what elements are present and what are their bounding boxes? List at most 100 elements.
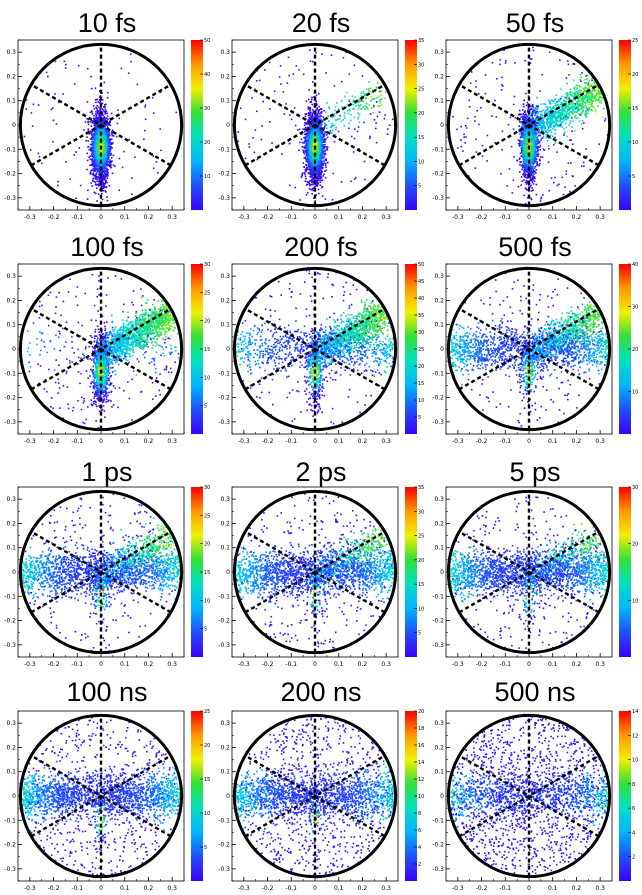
x-tick-label: 0.2 xyxy=(358,661,368,668)
guide-line xyxy=(30,754,172,838)
colorbar-tick-label: 30 xyxy=(418,509,424,515)
colorbar-tick-label: 15 xyxy=(204,777,210,783)
x-tick-label: -0.1 xyxy=(285,885,297,892)
guide-line xyxy=(458,83,600,167)
y-tick-label: -0.2 xyxy=(432,618,444,625)
y-tick-label: 0 xyxy=(12,793,16,800)
panel-1-ps: 1 ps -0.3 -0.2 -0.1 0 0.1 0.2 0.3 0.3 0.2 0.1 0 -0.1… xyxy=(0,447,214,670)
colorbar-tick-label: 5 xyxy=(418,631,421,637)
x-tick-label: 0.2 xyxy=(572,438,582,445)
y-tick-label: 0.2 xyxy=(6,520,16,527)
colorbar-tick-label: 10 xyxy=(632,140,638,146)
colorbar-tick-label: 20 xyxy=(418,709,424,715)
y-tick-label: 0.2 xyxy=(434,73,444,80)
x-tick-label: 0.1 xyxy=(334,661,344,668)
x-tick-label: -0.1 xyxy=(71,214,83,221)
y-tick-label: 0.3 xyxy=(6,496,16,503)
y-tick-label: 0.3 xyxy=(220,49,230,56)
colorbar-tick-label: 5 xyxy=(418,184,421,190)
scatter-points xyxy=(234,490,396,653)
x-tick-label: 0 xyxy=(99,661,103,668)
colorbar-tick-label: 12 xyxy=(418,777,424,783)
y-tick-label: 0.2 xyxy=(434,520,444,527)
panel-200-ns: 200 ns -0.3 -0.2 -0.1 0 0.1 0.2 0.3 0.3 0.2 0.1 0 -0… xyxy=(214,671,428,894)
x-tick-label: -0.3 xyxy=(238,885,250,892)
y-tick-label: 0.2 xyxy=(6,73,16,80)
panel-title: 50 fs xyxy=(428,8,642,38)
y-tick-label: 0.3 xyxy=(6,49,16,56)
y-tick-label: -0.2 xyxy=(4,842,16,849)
colorbar-tick-label: 35 xyxy=(418,485,424,491)
x-tick-label: -0.2 xyxy=(262,438,274,445)
colorbar xyxy=(405,487,417,657)
colorbar-tick-label: 5 xyxy=(418,415,421,421)
guide-line xyxy=(458,307,600,391)
y-tick-label: 0.3 xyxy=(220,273,230,280)
y-tick-label: -0.3 xyxy=(432,419,444,426)
panel-500-fs: 500 fs -0.3 -0.2 -0.1 0 0.1 0.2 0.3 0.3 0.2 0.1 0 -0… xyxy=(428,224,642,447)
colorbar-tick-label: 30 xyxy=(204,106,210,112)
y-tick-label: -0.1 xyxy=(432,593,444,600)
colorbar-tick-label: 25 xyxy=(204,290,210,296)
colorbar-tick-label: 15 xyxy=(418,582,424,588)
x-tick-label: 0.2 xyxy=(144,885,154,892)
x-tick-label: 0 xyxy=(527,885,531,892)
scatter-points xyxy=(22,47,178,202)
colorbar-tick-label: 20 xyxy=(418,558,424,564)
colorbar-tick-label: 50 xyxy=(418,262,424,268)
x-tick-label: 0 xyxy=(99,438,103,445)
x-tick-label: 0.2 xyxy=(144,661,154,668)
colorbar-tick-label: 40 xyxy=(418,296,424,302)
colorbar xyxy=(619,40,631,210)
y-tick-label: -0.1 xyxy=(432,817,444,824)
colorbar-tick-label: 20 xyxy=(418,364,424,370)
y-tick-label: 0.3 xyxy=(220,720,230,727)
panel-50-fs: 50 fs -0.3 -0.2 -0.1 0 0.1 0.2 0.3 0.3 0.2 0.1 0 -0.… xyxy=(428,0,642,223)
histogram-plot: -0.3 -0.2 -0.1 0 0.1 0.2 0.3 0.3 0.2 0.1 0 -0.1 -0.2… xyxy=(218,485,424,668)
x-tick-label: 0.1 xyxy=(120,214,130,221)
x-tick-label: 0.3 xyxy=(381,214,391,221)
panel-100-ns: 100 ns -0.3 -0.2 -0.1 0 0.1 0.2 0.3 0.3 0.2 0.1 0 -0… xyxy=(0,671,214,894)
y-tick-label: 0.1 xyxy=(6,545,16,552)
colorbar-tick-label: 10 xyxy=(418,794,424,800)
x-tick-label: -0.2 xyxy=(476,438,488,445)
colorbar-tick-label: 10 xyxy=(204,598,210,604)
y-tick-label: 0 xyxy=(226,346,230,353)
y-tick-label: -0.3 xyxy=(218,642,230,649)
y-tick-label: 0 xyxy=(226,793,230,800)
y-tick-label: 0 xyxy=(440,346,444,353)
y-tick-label: -0.1 xyxy=(218,593,230,600)
colorbar-tick-label: 25 xyxy=(418,534,424,540)
y-tick-label: 0 xyxy=(226,569,230,576)
x-tick-label: -0.2 xyxy=(476,661,488,668)
colorbar-tick-label: 30 xyxy=(204,262,210,268)
x-tick-label: -0.2 xyxy=(48,885,60,892)
panel-title: 500 fs xyxy=(428,232,642,262)
colorbar-tick-label: 4 xyxy=(632,830,635,836)
x-tick-label: 0.2 xyxy=(144,438,154,445)
y-tick-label: -0.3 xyxy=(4,866,16,873)
colorbar-tick-label: 25 xyxy=(204,709,210,715)
colorbar-tick-label: 30 xyxy=(204,485,210,491)
colorbar-tick-label: 10 xyxy=(418,159,424,165)
colorbar-tick-label: 10 xyxy=(632,598,638,604)
y-tick-label: 0.3 xyxy=(434,49,444,56)
x-tick-label: -0.3 xyxy=(452,885,464,892)
x-tick-label: -0.3 xyxy=(238,214,250,221)
histogram-plot: -0.3 -0.2 -0.1 0 0.1 0.2 0.3 0.3 0.2 0.1 0 -0.1 -0.2… xyxy=(432,262,638,445)
colorbar-tick-label: 35 xyxy=(418,38,424,44)
y-tick-label: -0.1 xyxy=(4,146,16,153)
colorbar-tick-label: 15 xyxy=(204,570,210,576)
histogram-plot: -0.3 -0.2 -0.1 0 0.1 0.2 0.3 0.3 0.2 0.1 0 -0.1 -0.2… xyxy=(218,38,424,221)
x-tick-label: 0.1 xyxy=(120,438,130,445)
colorbar-tick-label: 20 xyxy=(204,542,210,548)
guide-line xyxy=(244,307,386,391)
y-tick-label: -0.2 xyxy=(432,842,444,849)
colorbar-tick-label: 2 xyxy=(418,862,421,868)
panel-500-ns: 500 ns -0.3 -0.2 -0.1 0 0.1 0.2 0.3 0.3 0.2 0.1 0 -0… xyxy=(428,671,642,894)
x-tick-label: 0.3 xyxy=(167,661,177,668)
x-tick-label: 0 xyxy=(313,885,317,892)
colorbar-tick-label: 10 xyxy=(418,606,424,612)
x-tick-label: 0 xyxy=(313,661,317,668)
colorbar-tick-label: 12 xyxy=(632,733,638,739)
